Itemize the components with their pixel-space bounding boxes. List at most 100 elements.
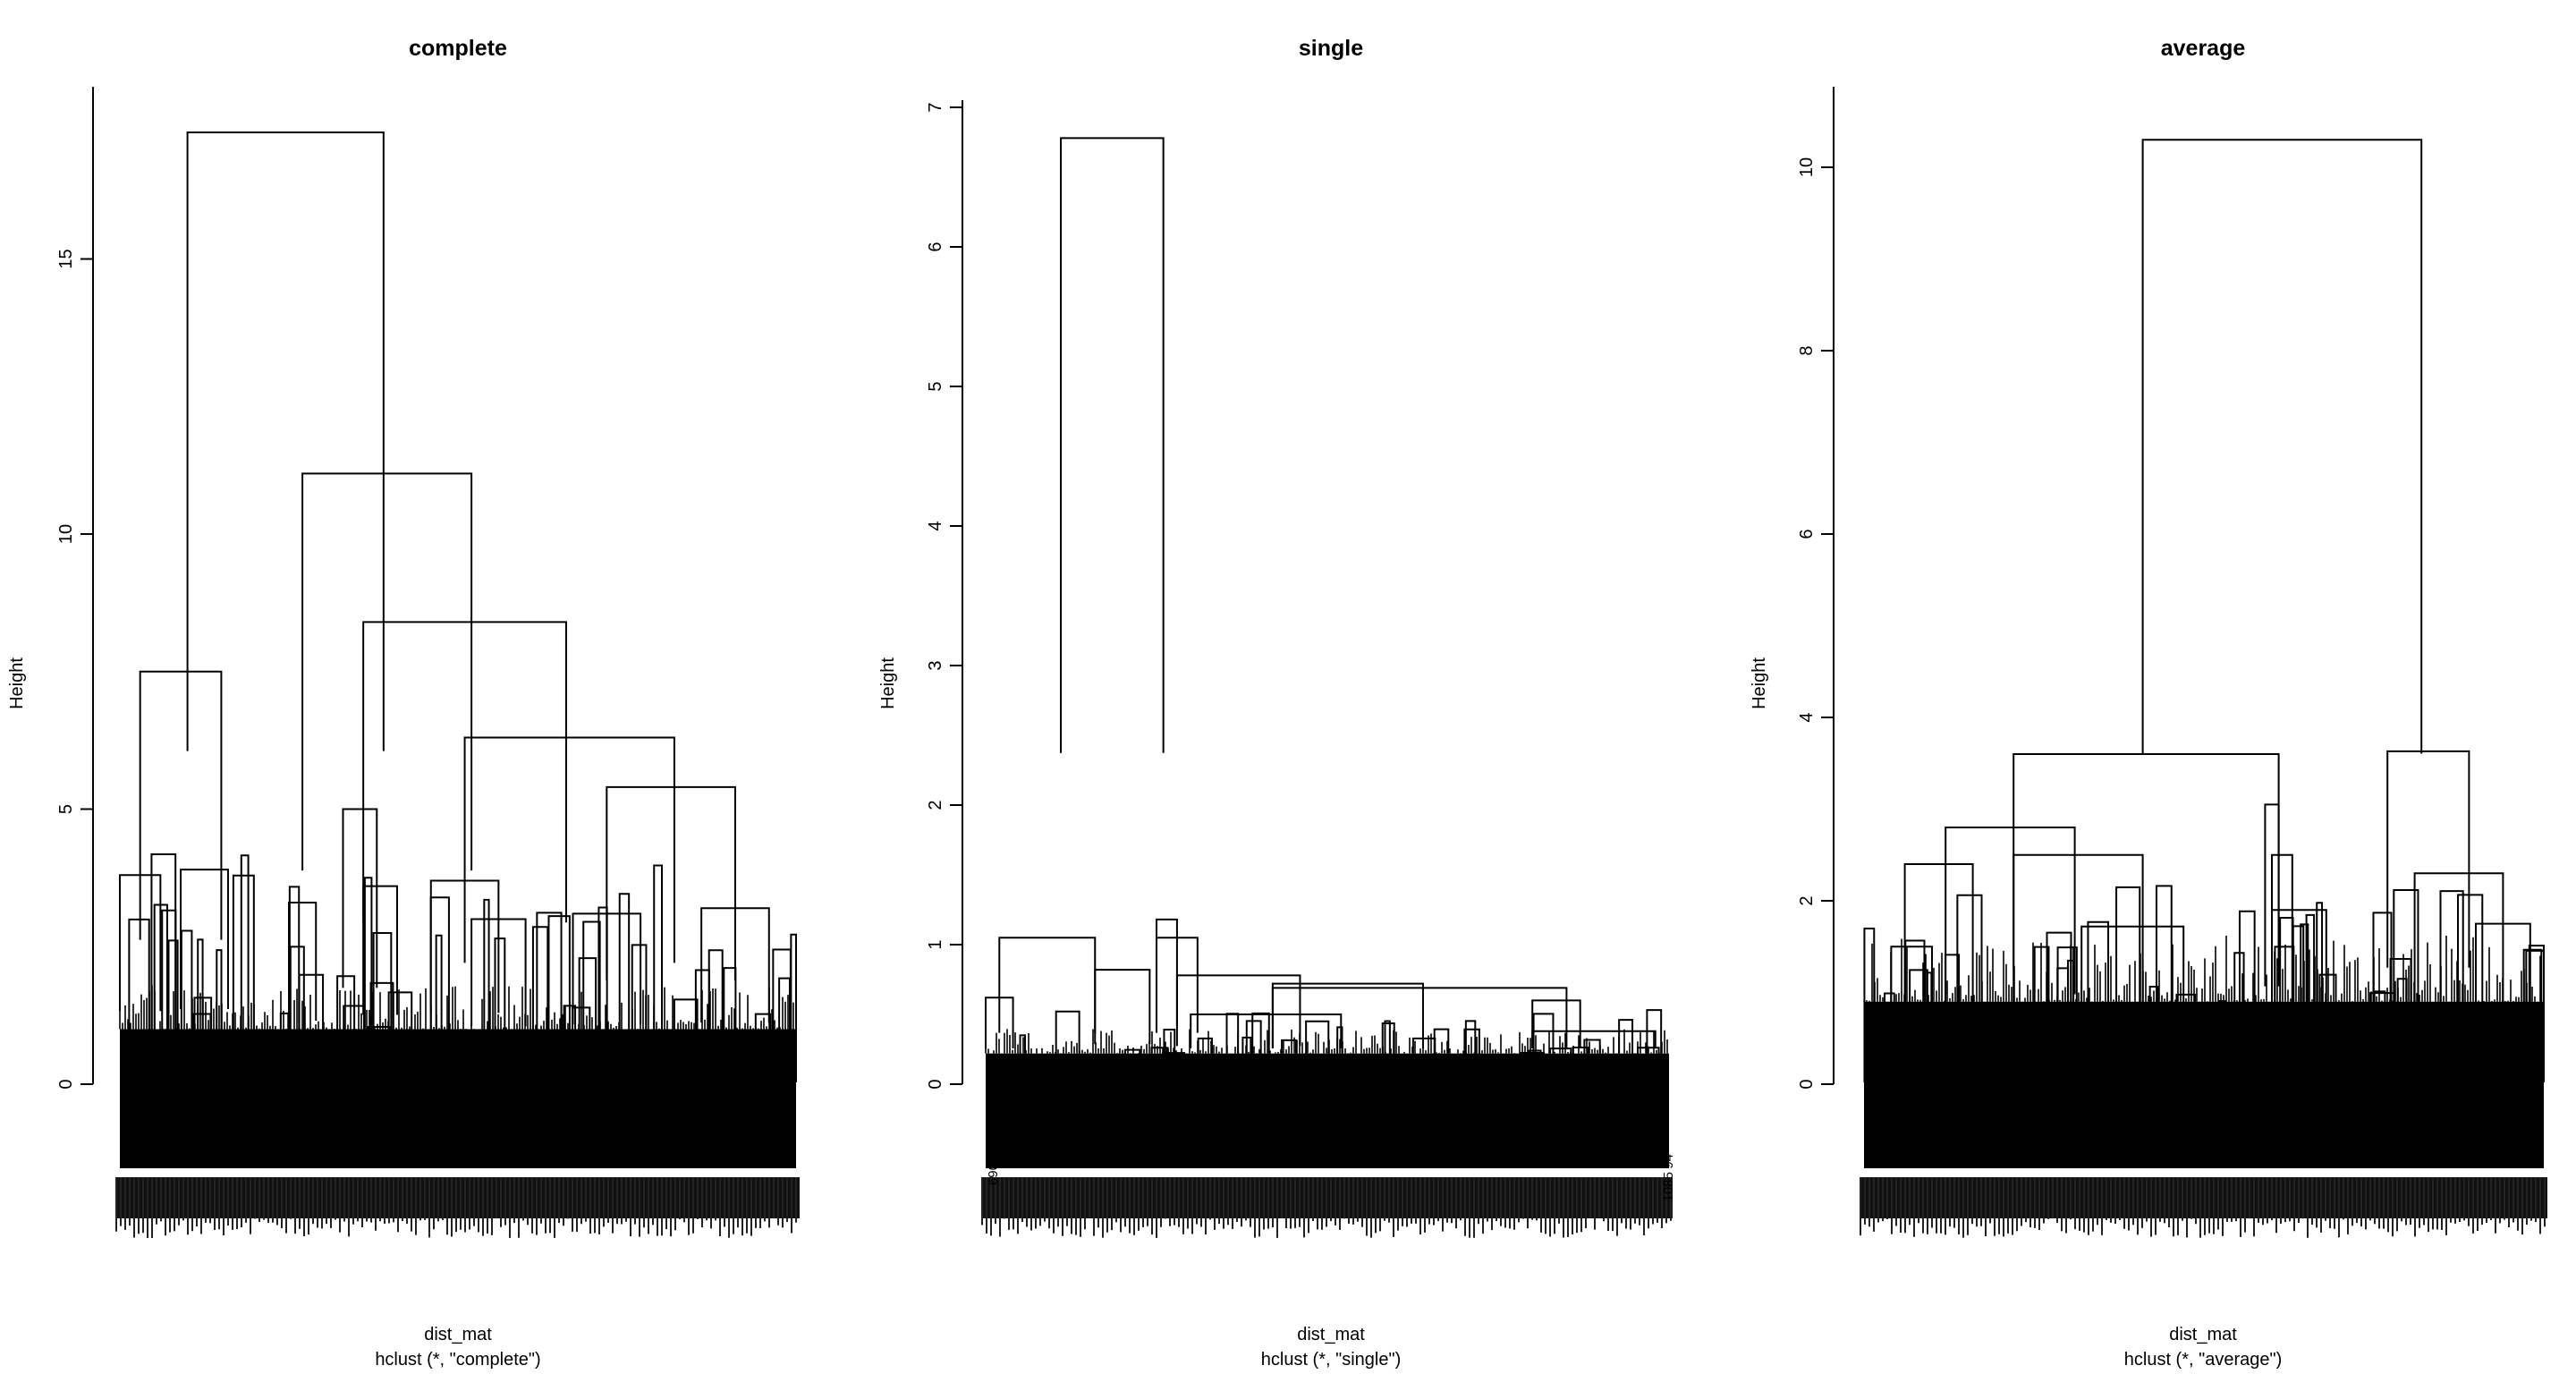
merge-link xyxy=(186,131,385,751)
y-tick-label: 3 xyxy=(926,660,945,670)
leaf-band xyxy=(120,1029,796,1168)
merge-link xyxy=(2413,872,2504,1011)
dendrogram-tree xyxy=(115,131,800,1238)
leaf-label-smear xyxy=(1860,1177,2546,1238)
y-tick-label: 8 xyxy=(1797,345,1817,355)
merge-link xyxy=(494,937,506,1082)
merge-link xyxy=(536,912,563,1082)
merge-link xyxy=(288,886,301,1082)
merge-link xyxy=(1060,137,1165,753)
merge-link xyxy=(2386,750,2470,968)
leaf-label-smear xyxy=(115,1177,797,1238)
x-axis-label: dist_mat xyxy=(2169,1325,2237,1344)
merge-link xyxy=(1903,863,1974,1007)
dendrogram-tree xyxy=(1860,139,2547,1238)
merge-link xyxy=(1251,1012,1270,1082)
merge-link xyxy=(547,915,571,1082)
merge-link xyxy=(606,785,736,980)
leaf-label: 1085 xyxy=(1661,1172,1676,1201)
panel-title: average xyxy=(2161,36,2246,61)
merge-link xyxy=(2457,894,2484,1082)
merge-link xyxy=(578,957,597,1082)
panel-title: single xyxy=(1299,36,1363,61)
merge-link xyxy=(1464,1020,1477,1082)
merge-link xyxy=(372,932,393,1082)
leaf-label: 94 xyxy=(1661,1154,1676,1169)
merge-link xyxy=(429,896,450,1082)
merge-link xyxy=(1271,982,1424,1048)
x-axis-label: dist_mat xyxy=(1297,1325,1365,1344)
y-tick-label: 1 xyxy=(926,939,945,949)
merge-link xyxy=(1646,1009,1663,1082)
merge-link xyxy=(119,874,162,1012)
y-tick-label: 0 xyxy=(926,1079,945,1089)
merge-link xyxy=(463,736,675,963)
merge-link xyxy=(1271,987,1568,1048)
leaf-label-mass xyxy=(116,1177,800,1218)
merge-link xyxy=(985,997,1014,1048)
merge-link xyxy=(435,934,443,1082)
merge-link xyxy=(362,621,567,923)
merge-link xyxy=(597,906,608,1082)
merge-link xyxy=(1190,1014,1343,1048)
merge-link xyxy=(2279,917,2294,1082)
merge-link xyxy=(694,969,710,1082)
leaf-label: 661 xyxy=(986,1109,1001,1132)
y-tick-label: 6 xyxy=(926,242,945,251)
merge-link xyxy=(653,864,664,1082)
merge-link xyxy=(700,907,770,1023)
merge-link xyxy=(531,926,549,1082)
merge-link xyxy=(2012,853,2144,1005)
merge-link xyxy=(342,808,378,988)
leaf-band xyxy=(1864,1001,2544,1168)
x-axis-label: dist_mat xyxy=(424,1325,492,1344)
y-tick-label: 15 xyxy=(56,249,76,268)
method-subtitle: hclust (*, "average") xyxy=(2124,1350,2283,1370)
merge-link xyxy=(618,893,631,1082)
merge-link xyxy=(790,933,797,1082)
merge-link xyxy=(362,885,398,1015)
merge-link xyxy=(1531,1030,1657,1048)
leaf-stems xyxy=(1863,936,2544,1002)
y-tick-label: 2 xyxy=(926,800,945,810)
merge-link xyxy=(150,853,177,1082)
leaf-stems xyxy=(119,985,797,1030)
merge-link xyxy=(1156,918,1178,1027)
leaf-label-smear xyxy=(981,1177,1672,1238)
merge-link xyxy=(2141,139,2423,754)
leaf-label: 20 xyxy=(1140,1056,1156,1071)
y-tick-label: 0 xyxy=(1797,1079,1817,1089)
y-axis: 0 5 10 15 xyxy=(56,87,94,1090)
merge-link xyxy=(2393,888,2419,1082)
merge-link xyxy=(301,472,473,871)
merge-link xyxy=(363,877,373,1082)
leaf-band xyxy=(986,1053,1669,1168)
y-tick-label: 10 xyxy=(1797,157,1817,177)
y-axis-label: Height xyxy=(878,657,898,709)
merge-link xyxy=(1055,1010,1080,1082)
y-axis: 0 1 2 3 4 5 6 7 xyxy=(926,100,963,1090)
merge-link xyxy=(167,939,179,1082)
y-axis-label: Height xyxy=(7,657,27,709)
merge-link xyxy=(1175,974,1301,1047)
panel-single: single Height dist_mat hclust (*, "singl… xyxy=(878,36,1676,1370)
merge-link xyxy=(1531,999,1581,1048)
merge-link xyxy=(232,874,255,1082)
y-tick-label: 0 xyxy=(56,1079,76,1089)
merge-link xyxy=(1094,969,1151,1045)
panel-average: average Height dist_mat hclust (*, "aver… xyxy=(1750,36,2547,1370)
merge-link xyxy=(2264,803,2280,987)
leaf-label: 690 xyxy=(986,1163,1001,1185)
merge-link xyxy=(483,898,490,1082)
y-tick-label: 7 xyxy=(926,102,945,112)
merge-link xyxy=(470,918,527,1027)
y-tick-label: 4 xyxy=(926,521,945,530)
leaf-labels: 690 661 20 1085 94 xyxy=(986,1056,1676,1201)
y-axis-label: Height xyxy=(1750,657,1769,709)
merge-link xyxy=(1384,1020,1391,1082)
y-axis: 0 2 4 6 8 10 xyxy=(1797,87,1835,1090)
merge-link xyxy=(240,854,250,1082)
y-tick-label: 10 xyxy=(56,524,76,544)
merge-link xyxy=(1945,827,2076,995)
